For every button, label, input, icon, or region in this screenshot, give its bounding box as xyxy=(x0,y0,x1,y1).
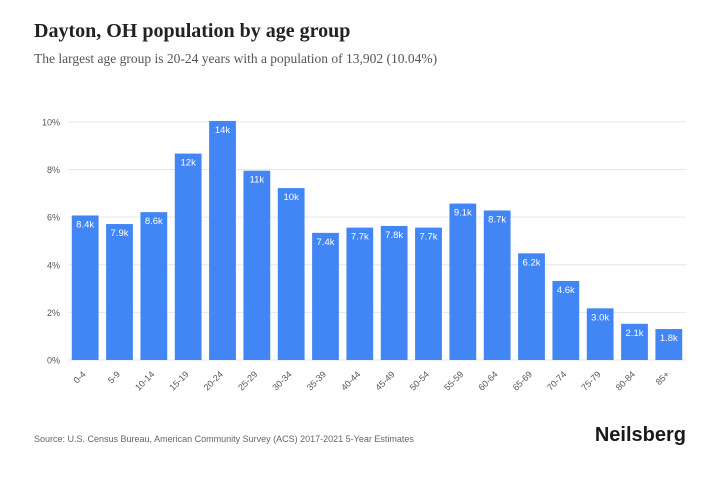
bar-25-29 xyxy=(243,170,271,360)
x-tick-label: 80-84 xyxy=(614,369,637,392)
data-label: 7.8k xyxy=(385,230,403,241)
data-label: 10k xyxy=(284,192,300,203)
data-label: 8.7k xyxy=(488,214,506,225)
x-tick-label: 85+ xyxy=(654,369,672,387)
data-label: 8.6k xyxy=(145,216,163,227)
x-tick-label: 60-64 xyxy=(476,369,499,392)
y-tick-label: 8% xyxy=(47,165,60,175)
bar-80-84 xyxy=(621,323,648,360)
y-tick-label: 6% xyxy=(47,213,60,223)
data-label: 6.2k xyxy=(523,257,541,268)
x-tick-label: 5-9 xyxy=(106,369,122,385)
bar-40-44 xyxy=(346,227,374,360)
y-tick-label: 10% xyxy=(42,117,60,127)
x-tick-label: 50-54 xyxy=(408,369,431,392)
data-label: 7.7k xyxy=(351,232,369,243)
bar-30-34 xyxy=(277,188,305,360)
data-label: 12k xyxy=(181,158,197,169)
y-tick-label: 0% xyxy=(47,356,60,366)
bar-65-69 xyxy=(518,253,545,360)
data-label: 1.8k xyxy=(660,333,678,344)
y-tick-label: 2% xyxy=(47,308,60,318)
data-label: 7.7k xyxy=(420,232,438,243)
data-label: 11k xyxy=(250,175,265,186)
bar-45-49 xyxy=(380,225,408,360)
data-label: 8.4k xyxy=(76,219,94,230)
x-tick-label: 70-74 xyxy=(545,369,568,392)
y-tick-label: 4% xyxy=(47,260,60,270)
bar-70-74 xyxy=(552,280,580,360)
x-tick-label: 25-29 xyxy=(236,369,259,392)
bar-5-9 xyxy=(106,224,133,360)
x-tick-label: 10-14 xyxy=(133,369,156,392)
source-note: Source: U.S. Census Bureau, American Com… xyxy=(34,434,414,444)
x-tick-label: 55-59 xyxy=(442,369,465,392)
chart-title: Dayton, OH population by age group xyxy=(34,20,351,42)
brand-logo: Neilsberg xyxy=(594,424,686,446)
chart-subtitle: The largest age group is 20-24 years wit… xyxy=(34,51,438,66)
x-tick-label: 15-19 xyxy=(167,369,190,392)
data-label: 7.9k xyxy=(111,228,129,239)
bar-55-59 xyxy=(449,203,477,360)
x-tick-label: 45-49 xyxy=(373,369,396,392)
bar-50-54 xyxy=(415,227,442,360)
bar-35-39 xyxy=(312,232,339,360)
data-label: 3.0k xyxy=(591,312,609,323)
data-label: 14k xyxy=(215,125,231,136)
x-tick-label: 65-69 xyxy=(511,369,534,392)
bar-75-79 xyxy=(586,308,614,360)
bar-85+ xyxy=(655,329,683,360)
bar-15-19 xyxy=(174,153,202,360)
bar-0-4 xyxy=(71,215,99,360)
data-label: 7.4k xyxy=(317,237,335,248)
bar-60-64 xyxy=(483,210,511,360)
x-tick-label: 0-4 xyxy=(71,369,87,385)
x-tick-label: 40-44 xyxy=(339,369,362,392)
bar-20-24 xyxy=(209,120,236,360)
x-tick-label: 35-39 xyxy=(305,369,328,392)
data-label: 9.1k xyxy=(454,208,472,219)
data-label: 4.6k xyxy=(557,285,575,296)
bar-10-14 xyxy=(140,212,168,360)
x-tick-label: 30-34 xyxy=(270,369,293,392)
x-tick-label: 75-79 xyxy=(579,369,602,392)
data-label: 2.1k xyxy=(626,328,644,339)
x-tick-label: 20-24 xyxy=(202,369,225,392)
